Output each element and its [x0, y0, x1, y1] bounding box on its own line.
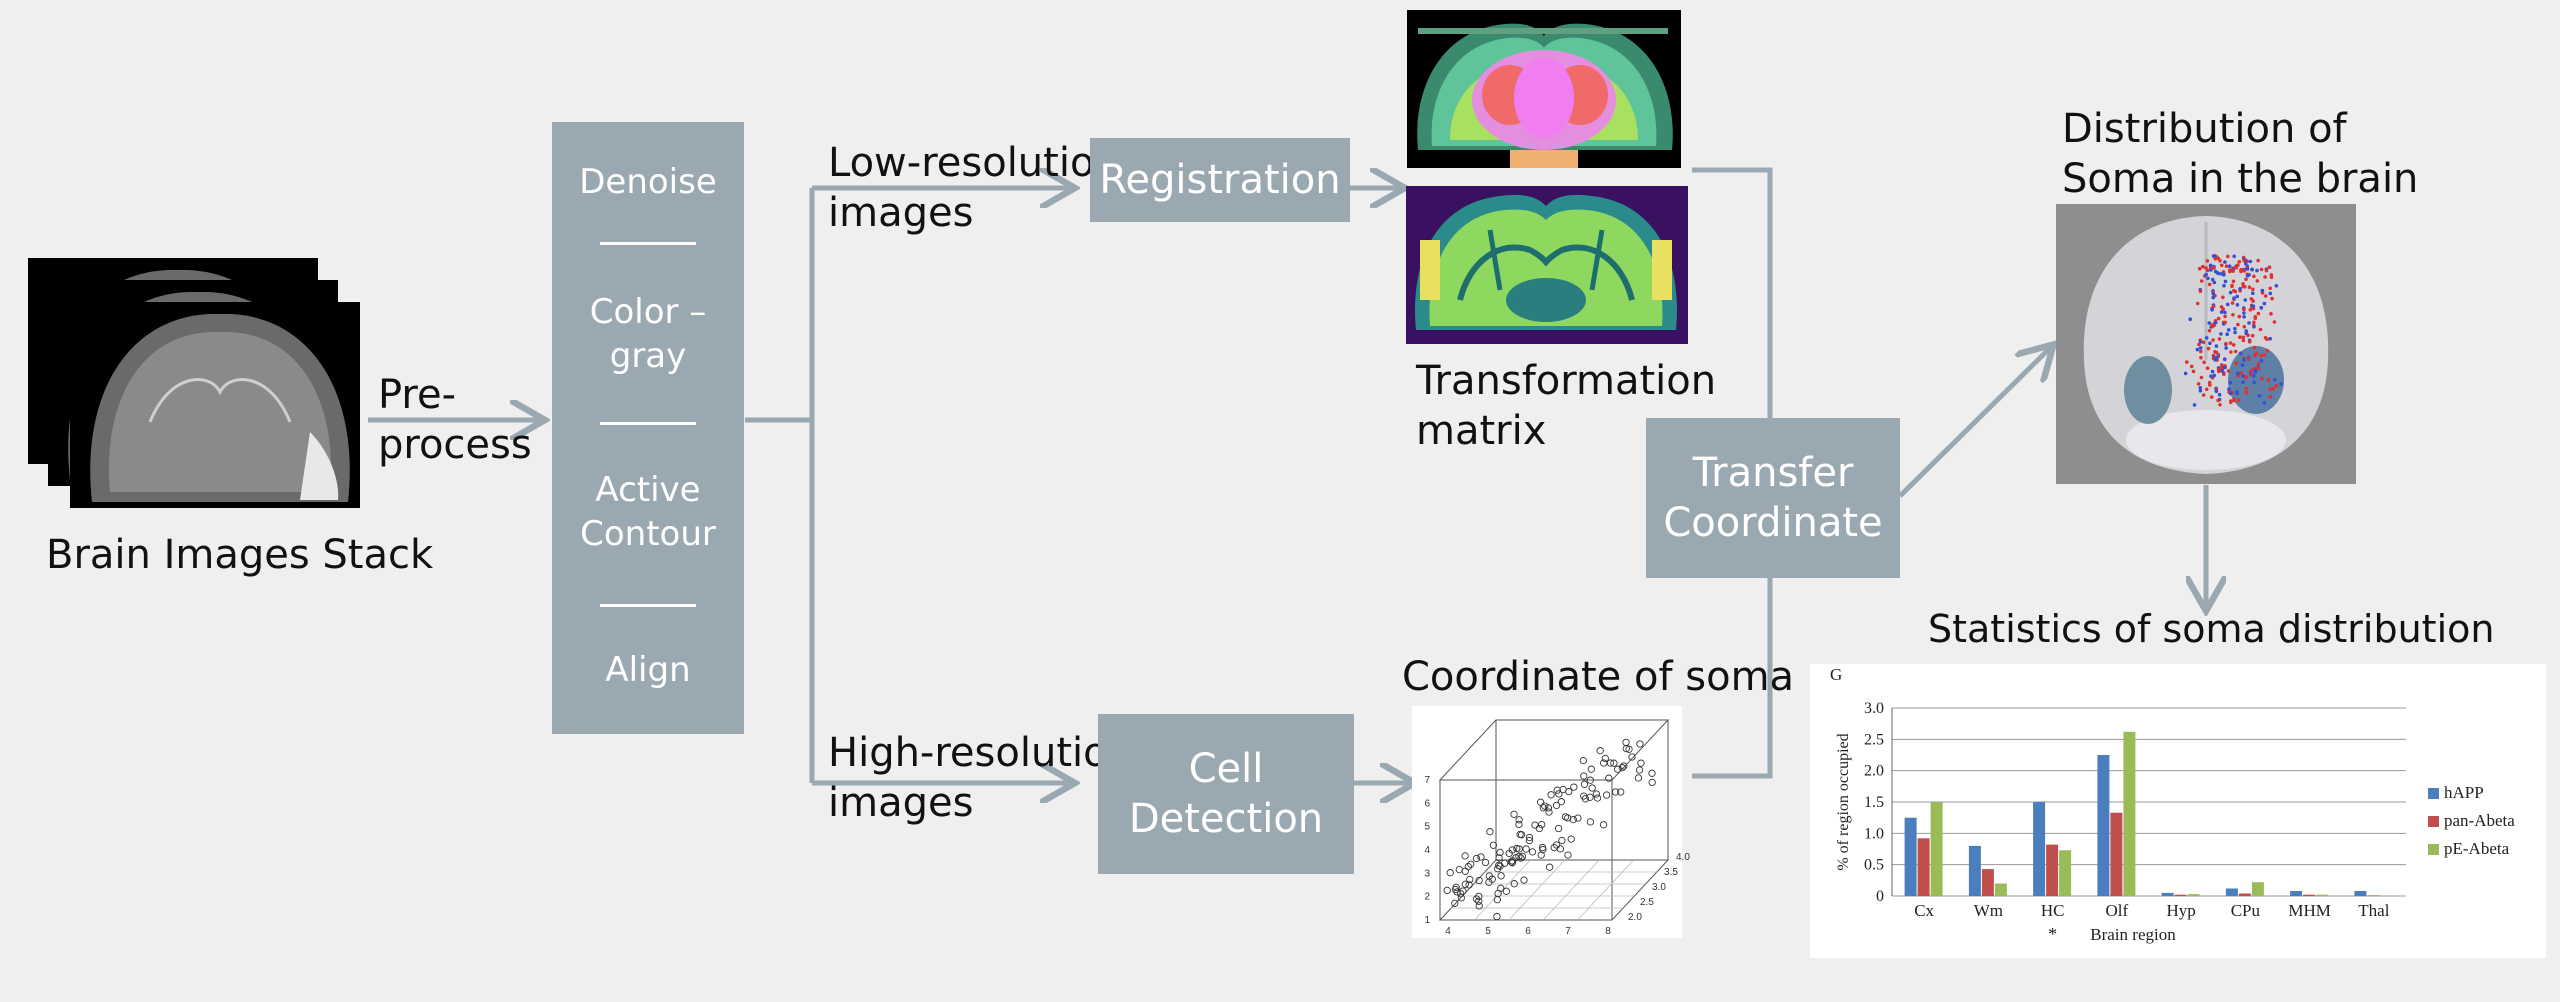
- transfer-coordinate-label: Transfer Coordinate: [1663, 450, 1883, 546]
- cell-detection-box: Cell Detection: [1098, 714, 1354, 874]
- step-color-gray: Color – gray: [589, 292, 707, 376]
- cell-detection-label: Cell Detection: [1128, 746, 1324, 842]
- step-divider: [600, 242, 696, 245]
- registration-box: Registration: [1090, 138, 1350, 222]
- arrow-transfer-to-distribution: [1898, 348, 2050, 498]
- transfer-coordinate-box: Transfer Coordinate: [1646, 418, 1900, 578]
- step-divider: [600, 604, 696, 607]
- registration-label: Registration: [1099, 157, 1341, 203]
- distribution-label: Distribution of Soma in the brain: [2062, 106, 2419, 202]
- step-denoise: Denoise: [579, 162, 717, 202]
- line-atlas-to-transfer: [1692, 167, 1773, 420]
- coordinate-of-soma-label: Coordinate of soma: [1402, 654, 1795, 700]
- step-align: Align: [605, 650, 691, 690]
- preprocess-panel: Denoise Color – gray Active Contour Alig…: [552, 122, 744, 734]
- line-scatter-to-transfer: [1692, 578, 1773, 779]
- low-res-label: Low-resolution images: [828, 140, 1120, 236]
- high-res-label: High-resolution images: [828, 730, 1133, 826]
- transformation-label: Transformation matrix: [1416, 358, 1717, 454]
- stack-caption: Brain Images Stack: [46, 532, 434, 578]
- step-divider: [600, 422, 696, 425]
- step-active-contour: Active Contour: [580, 470, 716, 554]
- preprocess-label: Pre- process: [378, 372, 532, 468]
- statistics-label: Statistics of soma distribution: [1928, 607, 2495, 651]
